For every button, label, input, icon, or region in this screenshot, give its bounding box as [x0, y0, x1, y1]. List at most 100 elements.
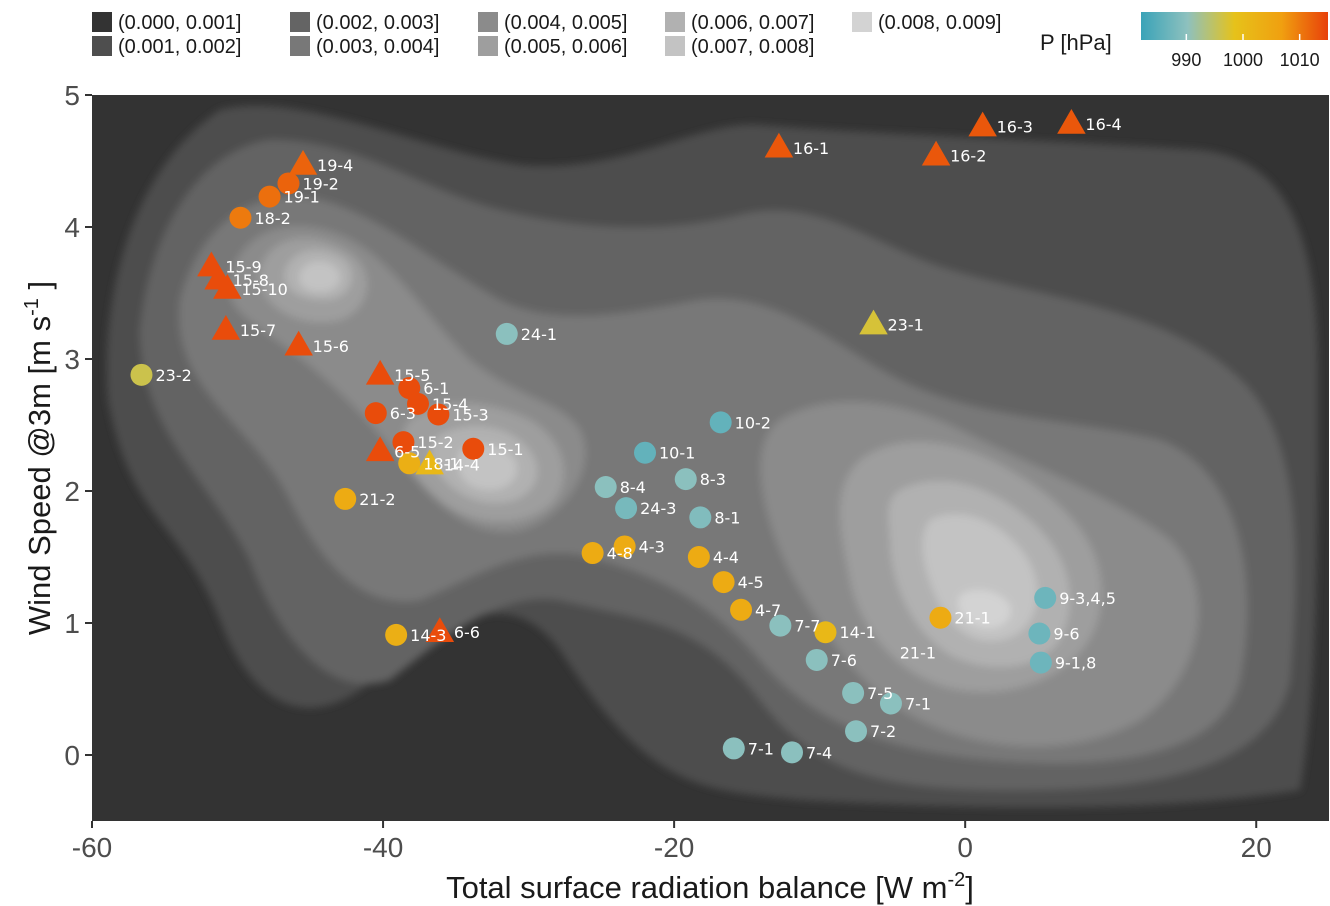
- point-label: 6-6: [454, 623, 480, 642]
- point-label: 8-1: [714, 508, 740, 527]
- point-label: 16-1: [793, 139, 829, 158]
- point-label: 4-3: [639, 537, 665, 556]
- point-label: 9-6: [1053, 625, 1079, 644]
- legend-label: (0.008, 0.009]: [878, 12, 1001, 34]
- point-label: 15-3: [452, 405, 488, 424]
- point-label: 14-3: [410, 626, 446, 645]
- data-point-circle: [277, 172, 300, 195]
- legend-swatch: [290, 36, 310, 56]
- pressure-colorbar: P [hPa] 990 1000 1010: [1040, 12, 1328, 70]
- x-axis-title: Total surface radiation balance [W m-2]: [446, 869, 974, 905]
- contour-level-6: [259, 238, 1102, 692]
- colorbar-tick-label: 990: [1171, 50, 1201, 70]
- point-label: 19-2: [302, 174, 338, 193]
- data-point-circle: [842, 681, 865, 704]
- data-point-circle: [780, 741, 803, 764]
- legend-label: (0.002, 0.003]: [316, 12, 439, 34]
- legend-label: (0.001, 0.002]: [118, 36, 241, 58]
- point-label: 16-2: [950, 147, 986, 166]
- data-point-circle: [845, 720, 868, 743]
- point-label: 7-2: [870, 722, 896, 741]
- data-point-triangle: [921, 140, 951, 166]
- data-point-triangle: [284, 330, 313, 356]
- point-label: 7-5: [867, 684, 893, 703]
- point-label: 9-3,4,5: [1059, 589, 1116, 608]
- y-tick-label: 3: [64, 344, 80, 375]
- point-label: 18-2: [254, 209, 290, 228]
- legend-swatch: [478, 12, 498, 32]
- point-label: 8-3: [700, 470, 726, 489]
- data-point-circle: [130, 363, 153, 386]
- point-label: 10-1: [659, 444, 695, 463]
- point-label: 8-4: [620, 478, 646, 497]
- point-label: 23-2: [155, 366, 191, 385]
- data-point-circle: [615, 497, 638, 520]
- point-label: 15-9: [225, 258, 261, 277]
- data-point-circle: [495, 322, 518, 345]
- data-point-triangle: [213, 274, 242, 299]
- colorbar-tick-label: 1010: [1280, 50, 1320, 70]
- point-label: 7-7: [794, 617, 820, 636]
- y-tick-label: 0: [64, 740, 80, 771]
- point-label: 15-7: [240, 321, 276, 340]
- data-point-circle: [258, 185, 281, 208]
- data-point-triangle: [968, 111, 997, 137]
- point-label: 4-4: [713, 548, 739, 567]
- y-tick-label: 5: [64, 80, 80, 111]
- legend-swatch: [852, 12, 872, 32]
- point-label: 23-1: [887, 316, 923, 335]
- legend-label: (0.003, 0.004]: [316, 36, 439, 58]
- data-point-triangle: [365, 436, 395, 462]
- data-point-triangle: [425, 617, 455, 642]
- contour-level-9: [957, 589, 1011, 629]
- point-label: 19-4: [317, 156, 353, 175]
- data-point-circle: [1028, 622, 1051, 645]
- point-label: 7-1: [748, 739, 774, 758]
- data-point-triangle: [211, 314, 241, 340]
- data-point-triangle: [1057, 109, 1086, 134]
- point-label: 9-1,8: [1055, 654, 1096, 673]
- data-point-circle: [334, 487, 357, 510]
- data-point-circle: [712, 571, 735, 594]
- point-label: 15-10: [241, 280, 288, 299]
- density-contours: [106, 105, 1319, 808]
- point-label: 4-8: [607, 544, 633, 563]
- point-label: 21-1: [954, 609, 990, 628]
- x-tick-label: -60: [72, 832, 112, 863]
- legend-swatch: [290, 12, 310, 32]
- data-point-circle: [385, 623, 408, 646]
- x-tick-label: -40: [363, 832, 403, 863]
- data-point-circle: [398, 452, 421, 475]
- colorbar-bar: [1141, 12, 1328, 40]
- point-label: 6-1: [423, 379, 449, 398]
- data-point-circle: [709, 411, 732, 434]
- data-point-circle: [879, 692, 902, 715]
- x-tick-label: 20: [1241, 832, 1272, 863]
- legend-label: (0.000, 0.001]: [118, 12, 241, 34]
- data-point-triangle: [764, 132, 794, 158]
- legend-swatch: [92, 36, 112, 56]
- legend-swatch: [665, 36, 685, 56]
- colorbar-title: P [hPa]: [1040, 30, 1112, 55]
- data-point-circle: [1034, 586, 1057, 609]
- point-label: 18-1: [423, 454, 459, 473]
- data-point-circle: [594, 476, 617, 499]
- point-label: 19-1: [284, 188, 320, 207]
- point-label: 4-5: [738, 573, 764, 592]
- point-label: 16-3: [997, 118, 1033, 137]
- point-label: 14-1: [839, 623, 875, 642]
- data-point-triangle: [415, 449, 444, 475]
- legend-swatch: [478, 36, 498, 56]
- legend-label: (0.005, 0.006]: [504, 36, 627, 58]
- data-point-circle: [634, 441, 657, 464]
- data-point-circle: [722, 737, 745, 760]
- point-label: 4-7: [755, 601, 781, 620]
- y-tick-label: 2: [64, 476, 80, 507]
- data-points: [130, 109, 1086, 764]
- data-point-circle: [814, 621, 837, 644]
- point-label: 15-4: [432, 395, 468, 414]
- data-point-circle: [674, 468, 697, 491]
- data-point-circle: [581, 542, 604, 565]
- point-label: 7-4: [806, 743, 832, 762]
- data-point-circle: [613, 535, 636, 558]
